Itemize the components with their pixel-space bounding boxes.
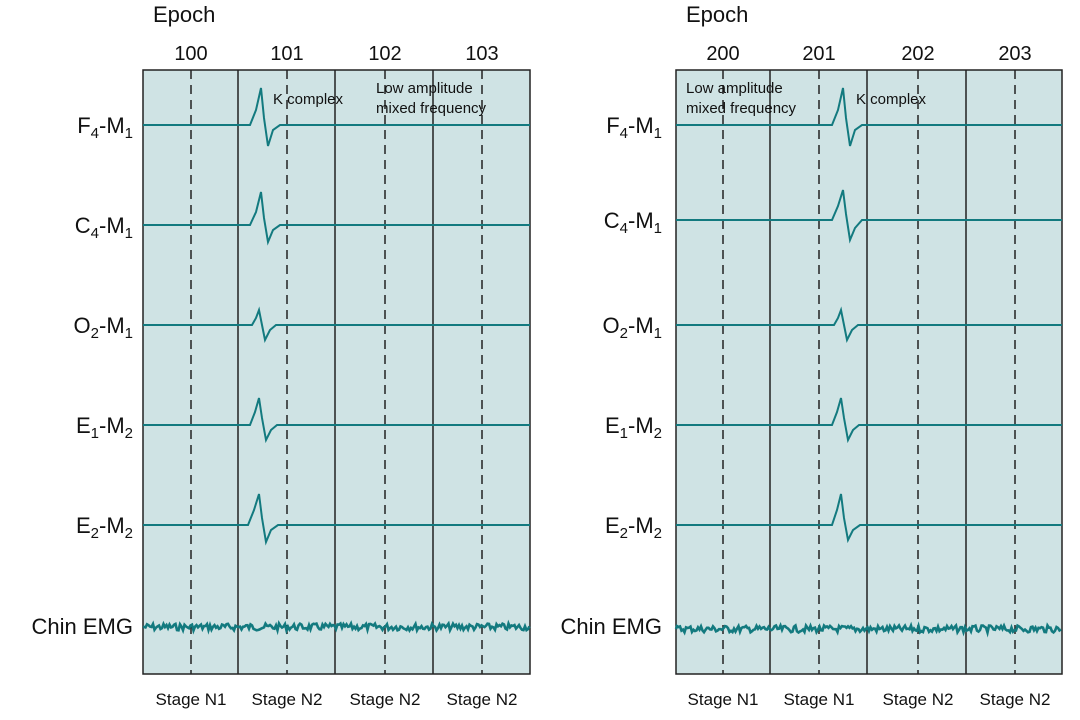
trace-f4-m1 [143,87,530,147]
trace-f4-m1 [676,87,1062,147]
trace-e1-m2 [143,397,530,444]
lowamp-label-line1: Low amplitude [686,80,783,97]
channel-label-c4-m1: C4-M1 [604,208,662,237]
channel-label-f4-m1: F4-M1 [77,113,133,142]
epoch-title: Epoch [153,2,215,27]
stage-label: Stage N2 [252,690,323,709]
epoch-number: 202 [901,43,934,65]
trace-c4-m1 [676,189,1062,244]
epoch-number: 101 [270,43,303,65]
panel-right: Epoch 200 201 202 203 Low amplitude mixe… [561,2,1063,709]
stage-label: Stage N1 [156,690,227,709]
kcomplex-label: K complex [273,91,344,108]
epoch-number: 102 [368,43,401,65]
trace-chin-emg [142,619,531,636]
channel-label-e1-m2: E1-M2 [76,413,133,442]
epoch-number: 201 [802,43,835,65]
epoch-number: 103 [465,43,498,65]
channel-label-f4-m1: F4-M1 [606,113,662,142]
trace-chin-emg [674,621,1062,638]
channel-label-e2-m2: E2-M2 [605,513,662,542]
stage-label: Stage N2 [980,690,1051,709]
trace-o2-m1 [143,306,530,344]
kcomplex-label: K complex [856,91,927,108]
channel-label-o2-m1: O2-M1 [603,313,662,342]
lowamp-label-line1: Low amplitude [376,80,473,97]
epoch-number: 203 [998,43,1031,65]
stage-label: Stage N2 [350,690,421,709]
trace-e2-m2 [143,493,530,546]
stage-label: Stage N2 [447,690,518,709]
trace-o2-m1 [676,306,1062,344]
epoch-title: Epoch [686,2,748,27]
channel-label-e2-m2: E2-M2 [76,513,133,542]
channel-label-o2-m1: O2-M1 [74,313,133,342]
lowamp-label-line2: mixed frequency [376,100,487,117]
panel-background [675,69,1063,675]
stage-label: Stage N1 [688,690,759,709]
trace-c4-m1 [143,191,530,246]
panel-background [142,69,531,675]
trace-e2-m2 [676,493,1062,544]
lowamp-label-line2: mixed frequency [686,100,797,117]
channel-label-chin-emg: Chin EMG [561,614,662,639]
channel-label-c4-m1: C4-M1 [75,213,133,242]
panel-left: Epoch 100 101 102 103 K complex Low ampl… [32,2,531,709]
epoch-number: 200 [706,43,739,65]
stage-label: Stage N2 [883,690,954,709]
trace-e1-m2 [676,397,1062,444]
epoch-number: 100 [174,43,207,65]
channel-label-chin-emg: Chin EMG [32,614,133,639]
channel-label-e1-m2: E1-M2 [605,413,662,442]
stage-label: Stage N1 [784,690,855,709]
